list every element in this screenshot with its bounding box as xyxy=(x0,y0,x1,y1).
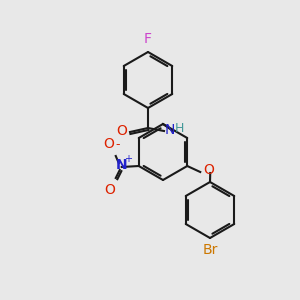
Text: +: + xyxy=(124,154,132,164)
Text: O: O xyxy=(203,163,214,177)
Text: F: F xyxy=(144,32,152,46)
Text: O: O xyxy=(116,124,127,138)
Text: Br: Br xyxy=(202,243,218,257)
Text: O: O xyxy=(104,183,115,197)
Text: H: H xyxy=(175,122,184,134)
Text: O: O xyxy=(103,137,114,151)
Text: N: N xyxy=(116,158,127,172)
Text: -: - xyxy=(116,139,120,152)
Text: N: N xyxy=(165,123,175,137)
